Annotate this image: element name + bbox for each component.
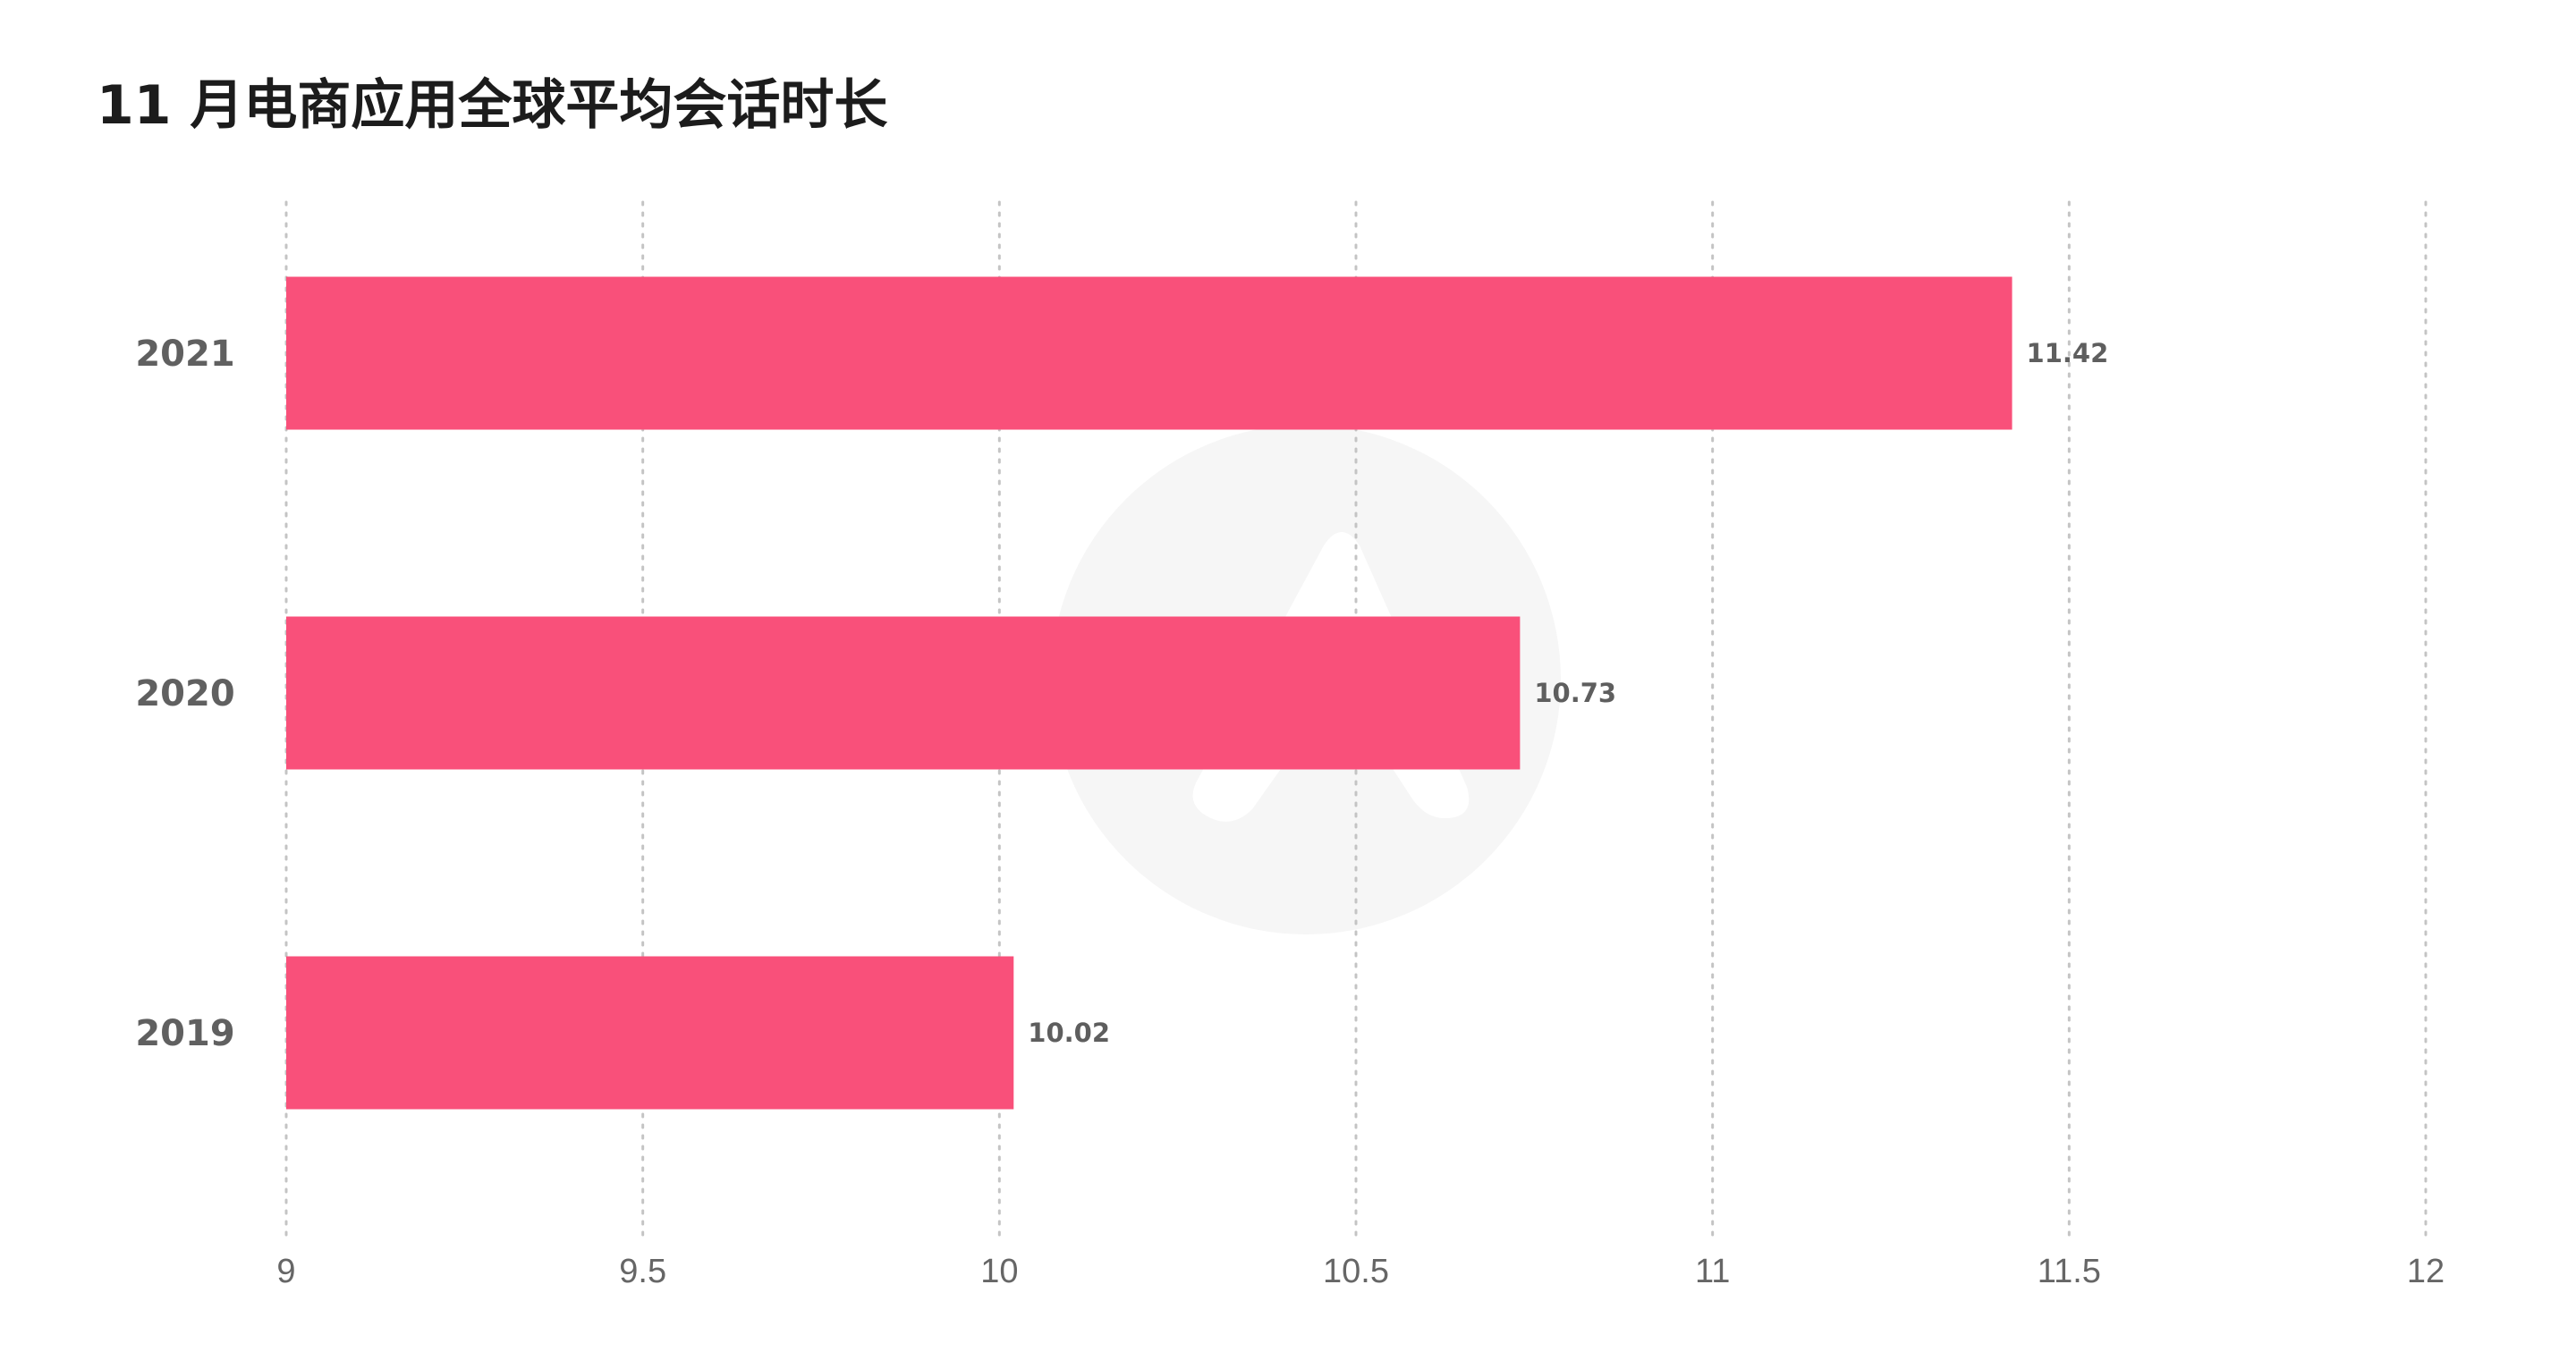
data-label-2019: 10.02 <box>1028 1018 1110 1048</box>
x-tick-label: 9 <box>276 1253 295 1290</box>
data-label-2021: 11.42 <box>2027 338 2109 368</box>
y-label-2021: 2021 <box>135 334 234 375</box>
bar-2019 <box>286 956 1014 1110</box>
bars <box>286 276 2012 1110</box>
x-tick-label: 11.5 <box>2038 1253 2101 1290</box>
x-axis-ticks: 9 9.5 10 10.5 11 11.5 12 <box>276 1253 2445 1290</box>
data-labels: 11.42 10.73 10.02 <box>1028 338 2108 1048</box>
x-tick-label: 10 <box>980 1253 1018 1290</box>
bar-2021 <box>286 276 2012 430</box>
bar-2020 <box>286 616 1521 770</box>
chart-title: 11 月电商应用全球平均会话时长 <box>97 74 888 137</box>
x-tick-label: 10.5 <box>1323 1253 1389 1290</box>
x-tick-label: 11 <box>1695 1253 1730 1290</box>
y-axis-labels: 2021 2020 2019 <box>135 334 234 1054</box>
x-tick-label: 9.5 <box>619 1253 666 1290</box>
data-label-2020: 10.73 <box>1534 678 1616 708</box>
y-label-2020: 2020 <box>135 673 234 714</box>
y-label-2019: 2019 <box>135 1013 234 1054</box>
x-tick-label: 12 <box>2407 1253 2445 1290</box>
